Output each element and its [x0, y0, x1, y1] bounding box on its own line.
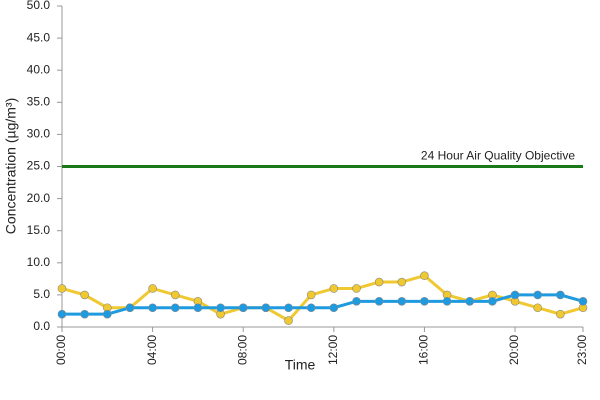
data-point — [284, 316, 293, 325]
data-point — [148, 303, 157, 313]
data-point — [510, 290, 520, 300]
data-point — [420, 271, 429, 280]
y-tick-label: 50.0 — [27, 0, 51, 12]
x-tick-label: 08:00 — [235, 335, 249, 365]
data-point — [442, 297, 452, 306]
data-point — [556, 309, 565, 319]
data-point — [193, 303, 203, 313]
data-point — [125, 303, 135, 313]
data-point — [420, 297, 429, 306]
data-point — [216, 303, 225, 313]
data-point — [533, 303, 542, 313]
x-axis-label: Time — [285, 357, 316, 373]
y-tick-label: 35.0 — [27, 94, 51, 108]
data-point — [488, 297, 497, 306]
y-tick-label: 0.0 — [33, 319, 50, 333]
x-tick-label: 16:00 — [417, 335, 431, 365]
data-point — [556, 290, 565, 300]
data-point — [170, 290, 180, 300]
data-point — [80, 290, 89, 300]
x-tick-label: 12:00 — [326, 335, 340, 365]
x-tick-label: 00:00 — [54, 335, 68, 365]
data-point — [306, 290, 316, 300]
x-tick-label: 04:00 — [145, 335, 159, 365]
data-point — [329, 284, 339, 293]
x-tick-label: 20:00 — [507, 335, 521, 365]
x-tick-label: 23:00 — [575, 335, 589, 365]
data-point — [103, 309, 112, 319]
data-point — [57, 284, 67, 293]
data-point — [80, 309, 89, 319]
y-tick-label: 20.0 — [27, 191, 51, 205]
y-tick-label: 10.0 — [27, 255, 51, 269]
y-tick-label: 45.0 — [27, 30, 51, 44]
data-point — [352, 297, 361, 306]
data-point — [465, 297, 475, 306]
data-point — [374, 277, 384, 287]
data-point — [284, 303, 293, 313]
y-tick-label: 25.0 — [27, 159, 51, 173]
data-point — [397, 277, 407, 287]
data-point — [238, 303, 248, 313]
data-point — [261, 303, 271, 313]
data-point — [306, 303, 316, 313]
reference-line-label: 24 Hour Air Quality Objective — [421, 149, 575, 163]
data-point — [374, 297, 384, 306]
y-tick-label: 15.0 — [27, 223, 51, 237]
data-point — [148, 284, 157, 293]
y-tick-label: 30.0 — [27, 127, 51, 141]
data-point — [397, 297, 407, 306]
data-point — [57, 309, 67, 319]
y-axis-label: Concentration (µg/m³) — [3, 98, 19, 234]
data-point — [329, 303, 339, 313]
y-tick-label: 5.0 — [33, 287, 50, 301]
data-point — [352, 284, 361, 293]
y-tick-label: 40.0 — [27, 62, 51, 76]
data-point — [533, 290, 542, 300]
data-point — [578, 297, 588, 306]
data-point — [170, 303, 180, 313]
